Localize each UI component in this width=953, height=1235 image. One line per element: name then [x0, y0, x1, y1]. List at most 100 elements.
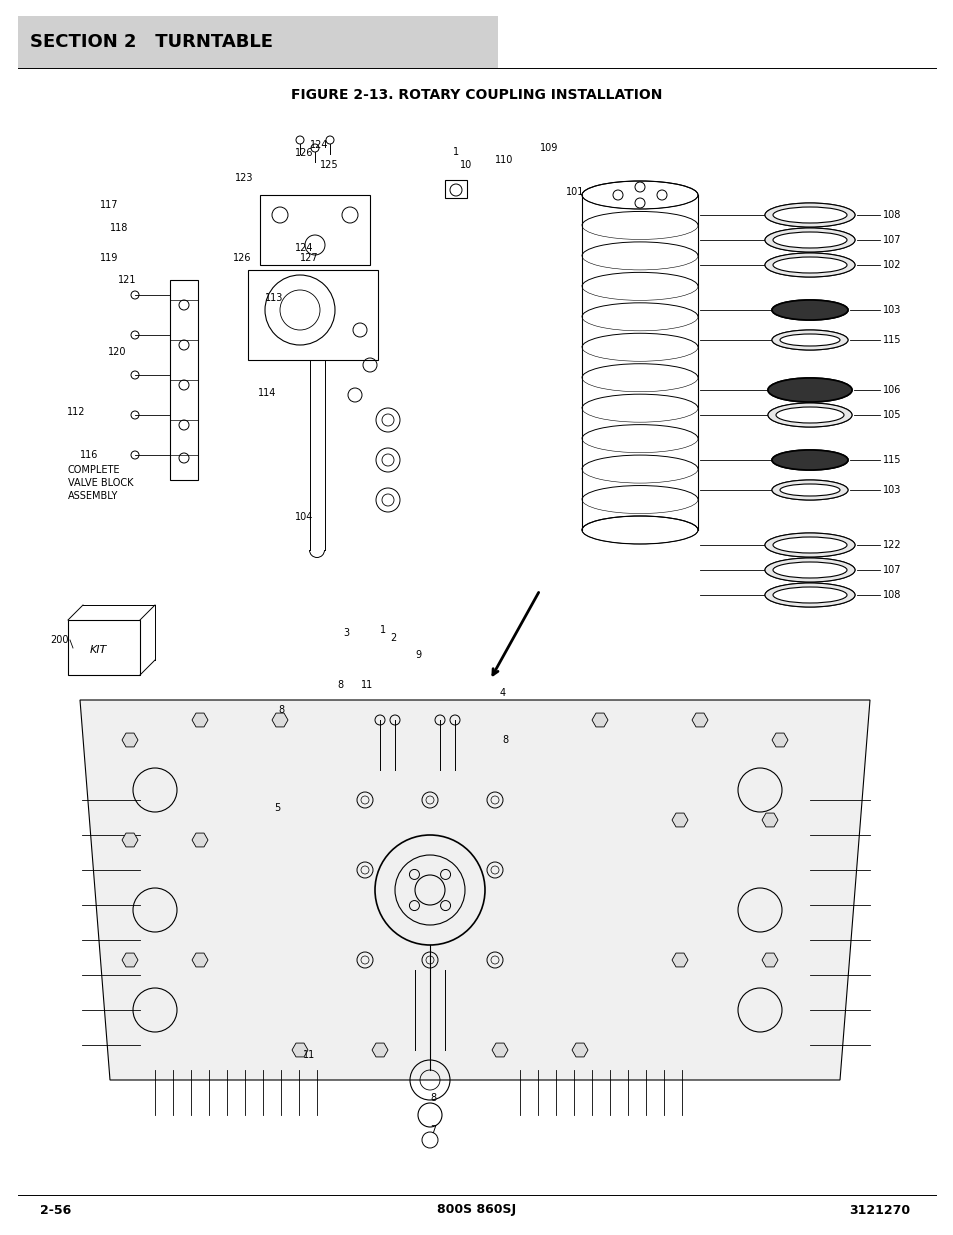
Ellipse shape: [764, 228, 854, 252]
Text: 115: 115: [882, 454, 901, 466]
Text: 120: 120: [108, 347, 127, 357]
Ellipse shape: [772, 232, 846, 248]
Ellipse shape: [767, 403, 851, 427]
Ellipse shape: [764, 558, 854, 582]
Text: 106: 106: [882, 385, 901, 395]
Text: 103: 103: [882, 485, 901, 495]
Text: 10: 10: [459, 161, 472, 170]
Bar: [444, 180, 467, 198]
Ellipse shape: [764, 534, 854, 557]
Polygon shape: [761, 813, 778, 827]
Text: 112: 112: [67, 408, 86, 417]
Ellipse shape: [764, 253, 854, 277]
Polygon shape: [372, 1044, 388, 1057]
Text: 108: 108: [882, 210, 901, 220]
Text: 4: 4: [499, 688, 506, 698]
Text: 110: 110: [495, 156, 513, 165]
Text: 102: 102: [882, 261, 901, 270]
Ellipse shape: [772, 257, 846, 273]
Ellipse shape: [772, 562, 846, 578]
Text: 5: 5: [274, 803, 280, 813]
Polygon shape: [192, 834, 208, 847]
Polygon shape: [80, 700, 869, 1079]
Text: 117: 117: [100, 200, 118, 210]
Text: 122: 122: [882, 540, 901, 550]
Text: FIGURE 2-13. ROTARY COUPLING INSTALLATION: FIGURE 2-13. ROTARY COUPLING INSTALLATIO…: [291, 88, 662, 103]
Ellipse shape: [780, 333, 840, 346]
Ellipse shape: [771, 330, 847, 350]
Text: 2: 2: [390, 634, 395, 643]
Text: 113: 113: [265, 293, 283, 303]
Text: SECTION 2   TURNTABLE: SECTION 2 TURNTABLE: [30, 33, 273, 51]
Text: 9: 9: [415, 650, 420, 659]
Text: 103: 103: [882, 305, 901, 315]
Text: 107: 107: [882, 564, 901, 576]
Ellipse shape: [780, 484, 840, 496]
Text: 107: 107: [882, 235, 901, 245]
Polygon shape: [122, 953, 138, 967]
FancyBboxPatch shape: [18, 16, 497, 68]
Text: 118: 118: [110, 224, 129, 233]
Polygon shape: [761, 953, 778, 967]
Polygon shape: [771, 734, 787, 747]
Text: 115: 115: [882, 335, 901, 345]
Polygon shape: [592, 713, 607, 727]
Text: 124: 124: [310, 140, 328, 149]
Text: VALVE BLOCK: VALVE BLOCK: [68, 478, 133, 488]
Bar: [68, 620, 140, 676]
Polygon shape: [671, 813, 687, 827]
Bar: [248, 270, 377, 359]
Ellipse shape: [764, 203, 854, 227]
Text: 8: 8: [336, 680, 343, 690]
Text: 123: 123: [234, 173, 253, 183]
Text: 200: 200: [50, 635, 69, 645]
Text: COMPLETE: COMPLETE: [68, 466, 120, 475]
Text: 800S 860SJ: 800S 860SJ: [437, 1203, 516, 1216]
Text: 8: 8: [430, 1093, 436, 1103]
Text: 3: 3: [343, 629, 349, 638]
Text: 11: 11: [303, 1050, 314, 1060]
Text: 109: 109: [539, 143, 558, 153]
Ellipse shape: [764, 583, 854, 606]
Text: 121: 121: [118, 275, 136, 285]
Text: ASSEMBLY: ASSEMBLY: [68, 492, 118, 501]
Polygon shape: [292, 1044, 308, 1057]
Polygon shape: [492, 1044, 507, 1057]
Text: 105: 105: [882, 410, 901, 420]
Ellipse shape: [772, 537, 846, 553]
Text: 125: 125: [319, 161, 338, 170]
Polygon shape: [671, 953, 687, 967]
Text: 124: 124: [294, 243, 314, 253]
Text: 104: 104: [294, 513, 313, 522]
Bar: [170, 280, 198, 480]
Text: 119: 119: [100, 253, 118, 263]
Ellipse shape: [775, 408, 843, 424]
Text: KIT: KIT: [90, 645, 107, 655]
Ellipse shape: [772, 207, 846, 224]
Text: 1: 1: [453, 147, 458, 157]
Polygon shape: [572, 1044, 587, 1057]
Text: 3121270: 3121270: [848, 1203, 909, 1216]
Text: 114: 114: [257, 388, 276, 398]
Polygon shape: [122, 834, 138, 847]
Text: 126: 126: [294, 148, 314, 158]
Ellipse shape: [771, 480, 847, 500]
Text: 126: 126: [233, 253, 252, 263]
Text: 11: 11: [360, 680, 373, 690]
Ellipse shape: [771, 450, 847, 471]
Polygon shape: [192, 713, 208, 727]
Text: 8: 8: [501, 735, 508, 745]
Polygon shape: [192, 953, 208, 967]
Polygon shape: [272, 713, 288, 727]
Ellipse shape: [772, 587, 846, 603]
Bar: [260, 195, 370, 266]
Text: 8: 8: [277, 705, 284, 715]
Text: 116: 116: [80, 450, 98, 459]
Text: 2-56: 2-56: [40, 1203, 71, 1216]
Ellipse shape: [767, 378, 851, 403]
Text: 1: 1: [379, 625, 386, 635]
Polygon shape: [691, 713, 707, 727]
Text: 101: 101: [565, 186, 584, 198]
Text: 7: 7: [430, 1125, 436, 1135]
Ellipse shape: [771, 300, 847, 320]
